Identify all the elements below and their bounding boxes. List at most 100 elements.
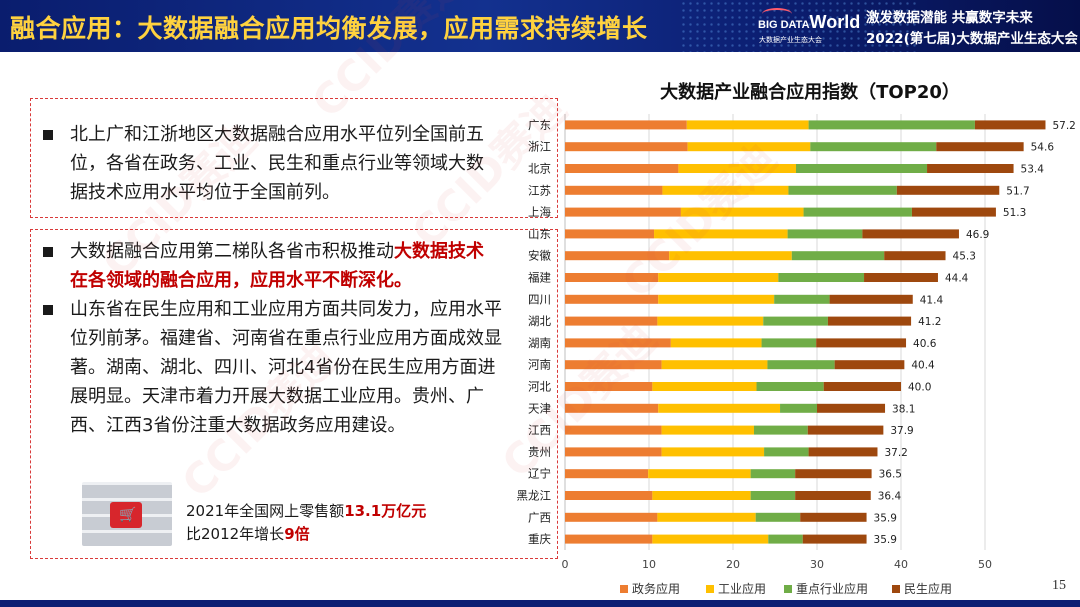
slogan: 激发数据潜能 共赢数字未来 (866, 10, 1033, 26)
paragraph-2-plain: 大数据融合应用第二梯队各省市积极推动 (70, 241, 394, 262)
category-label: 安徽 (528, 249, 551, 263)
bar-segment (565, 469, 649, 479)
stat-growth: 比2012年增长9倍 (186, 523, 310, 544)
paragraph-2: 大数据融合应用第二梯队各省市积极推动大数据技术在各领域的融合应用，应用水平不断深… (70, 237, 500, 295)
bar-segment (661, 360, 768, 370)
category-label: 天津 (528, 401, 551, 415)
category-label: 河南 (528, 358, 551, 372)
x-tick-label: 0 (562, 558, 569, 571)
bar-segment (755, 512, 801, 522)
logo-arc-icon (762, 8, 792, 20)
bar-segment (565, 164, 679, 173)
total-label: 45.3 (953, 251, 976, 263)
text-box-1 (30, 98, 558, 218)
category-label: 四川 (528, 292, 551, 306)
total-label: 36.5 (879, 469, 902, 481)
bar-segment (661, 425, 754, 435)
bar-segment (780, 403, 817, 413)
bar-segment (750, 491, 796, 500)
text-box-2 (30, 229, 558, 559)
bar-segment (565, 338, 671, 348)
bar-segment (864, 273, 938, 282)
bar-segment (788, 185, 897, 195)
bar-segment (565, 447, 662, 457)
total-label: 40.0 (908, 382, 931, 394)
x-tick-label: 20 (726, 558, 740, 571)
stat-retail-value: 13.1万亿元 (344, 502, 427, 520)
category-label: 贵州 (528, 445, 551, 459)
legend-label: 工业应用 (718, 581, 766, 596)
legend-swatch (620, 585, 628, 593)
logo-subtitle: 大数据产业生态大会 (759, 36, 822, 44)
bar-segment (565, 425, 662, 435)
legend-label: 民生应用 (904, 581, 952, 596)
bar-segment (686, 120, 809, 130)
bar-segment (802, 534, 867, 544)
stat-growth-label: 比2012年增长 (186, 525, 285, 543)
stat-retail-label: 2021年全国网上零售额 (186, 502, 345, 520)
total-label: 41.2 (918, 316, 941, 328)
header-decoration (680, 0, 920, 52)
bar-segment (862, 229, 959, 239)
bar-segment (565, 403, 659, 413)
category-label: 江西 (528, 423, 551, 437)
category-label: 河北 (528, 380, 551, 394)
category-label: 辽宁 (528, 467, 551, 481)
bar-segment (817, 403, 886, 413)
bar-segment (565, 294, 659, 304)
category-label: 浙江 (528, 140, 551, 154)
bar-segment (795, 491, 871, 500)
stat-growth-value: 9倍 (284, 525, 310, 543)
total-label: 37.9 (890, 425, 913, 437)
bar-segment (778, 273, 865, 282)
legend-swatch (784, 585, 792, 593)
bar-segment (658, 273, 779, 282)
bar-segment (565, 512, 658, 522)
header-bar: 融合应用：大数据融合应用均衡发展，应用需求持续增长 BIG DATAWorld … (0, 0, 1080, 52)
bar-segment (768, 534, 803, 544)
bar-segment (687, 142, 811, 152)
bar-segment (767, 360, 835, 370)
bar-segment (763, 316, 828, 326)
logo-prefix: BIG DATA (758, 19, 810, 31)
bar-segment (896, 185, 1000, 195)
legend-swatch (892, 585, 900, 593)
bar-segment (787, 229, 863, 239)
legend-swatch (706, 585, 714, 593)
total-label: 51.3 (1003, 207, 1026, 219)
bar-segment (810, 142, 937, 152)
bar-segment (761, 338, 817, 348)
bar-segment (936, 142, 1024, 152)
bar-segment (565, 273, 659, 282)
total-label: 54.6 (1031, 142, 1055, 154)
total-label: 57.2 (1052, 120, 1075, 132)
conference-name: 2022(第七届)大数据产业生态大会 (866, 31, 1078, 47)
red-key-icon (110, 502, 142, 528)
bullet-square-icon (43, 247, 53, 257)
bar-segment (803, 207, 912, 217)
bar-segment (800, 512, 867, 522)
total-label: 46.9 (966, 229, 989, 241)
footer-bar (0, 600, 1080, 607)
total-label: 37.2 (884, 447, 907, 459)
bar-segment (680, 207, 804, 217)
bar-segment (565, 207, 681, 217)
bar-segment (808, 120, 975, 130)
bar-segment (652, 534, 769, 544)
bar-segment (807, 425, 884, 435)
bar-segment (974, 120, 1046, 130)
total-label: 41.4 (920, 294, 944, 306)
legend-label: 政务应用 (632, 581, 680, 596)
bar-segment (658, 294, 775, 304)
total-label: 40.6 (913, 338, 937, 350)
bar-segment (565, 120, 687, 130)
bar-segment (565, 491, 653, 500)
category-label: 福建 (528, 271, 551, 285)
bar-segment (661, 447, 765, 457)
total-label: 38.1 (892, 403, 915, 415)
total-label: 35.9 (874, 512, 897, 524)
bar-segment (884, 251, 946, 261)
category-label: 广东 (528, 118, 551, 132)
bar-segment (565, 229, 655, 239)
